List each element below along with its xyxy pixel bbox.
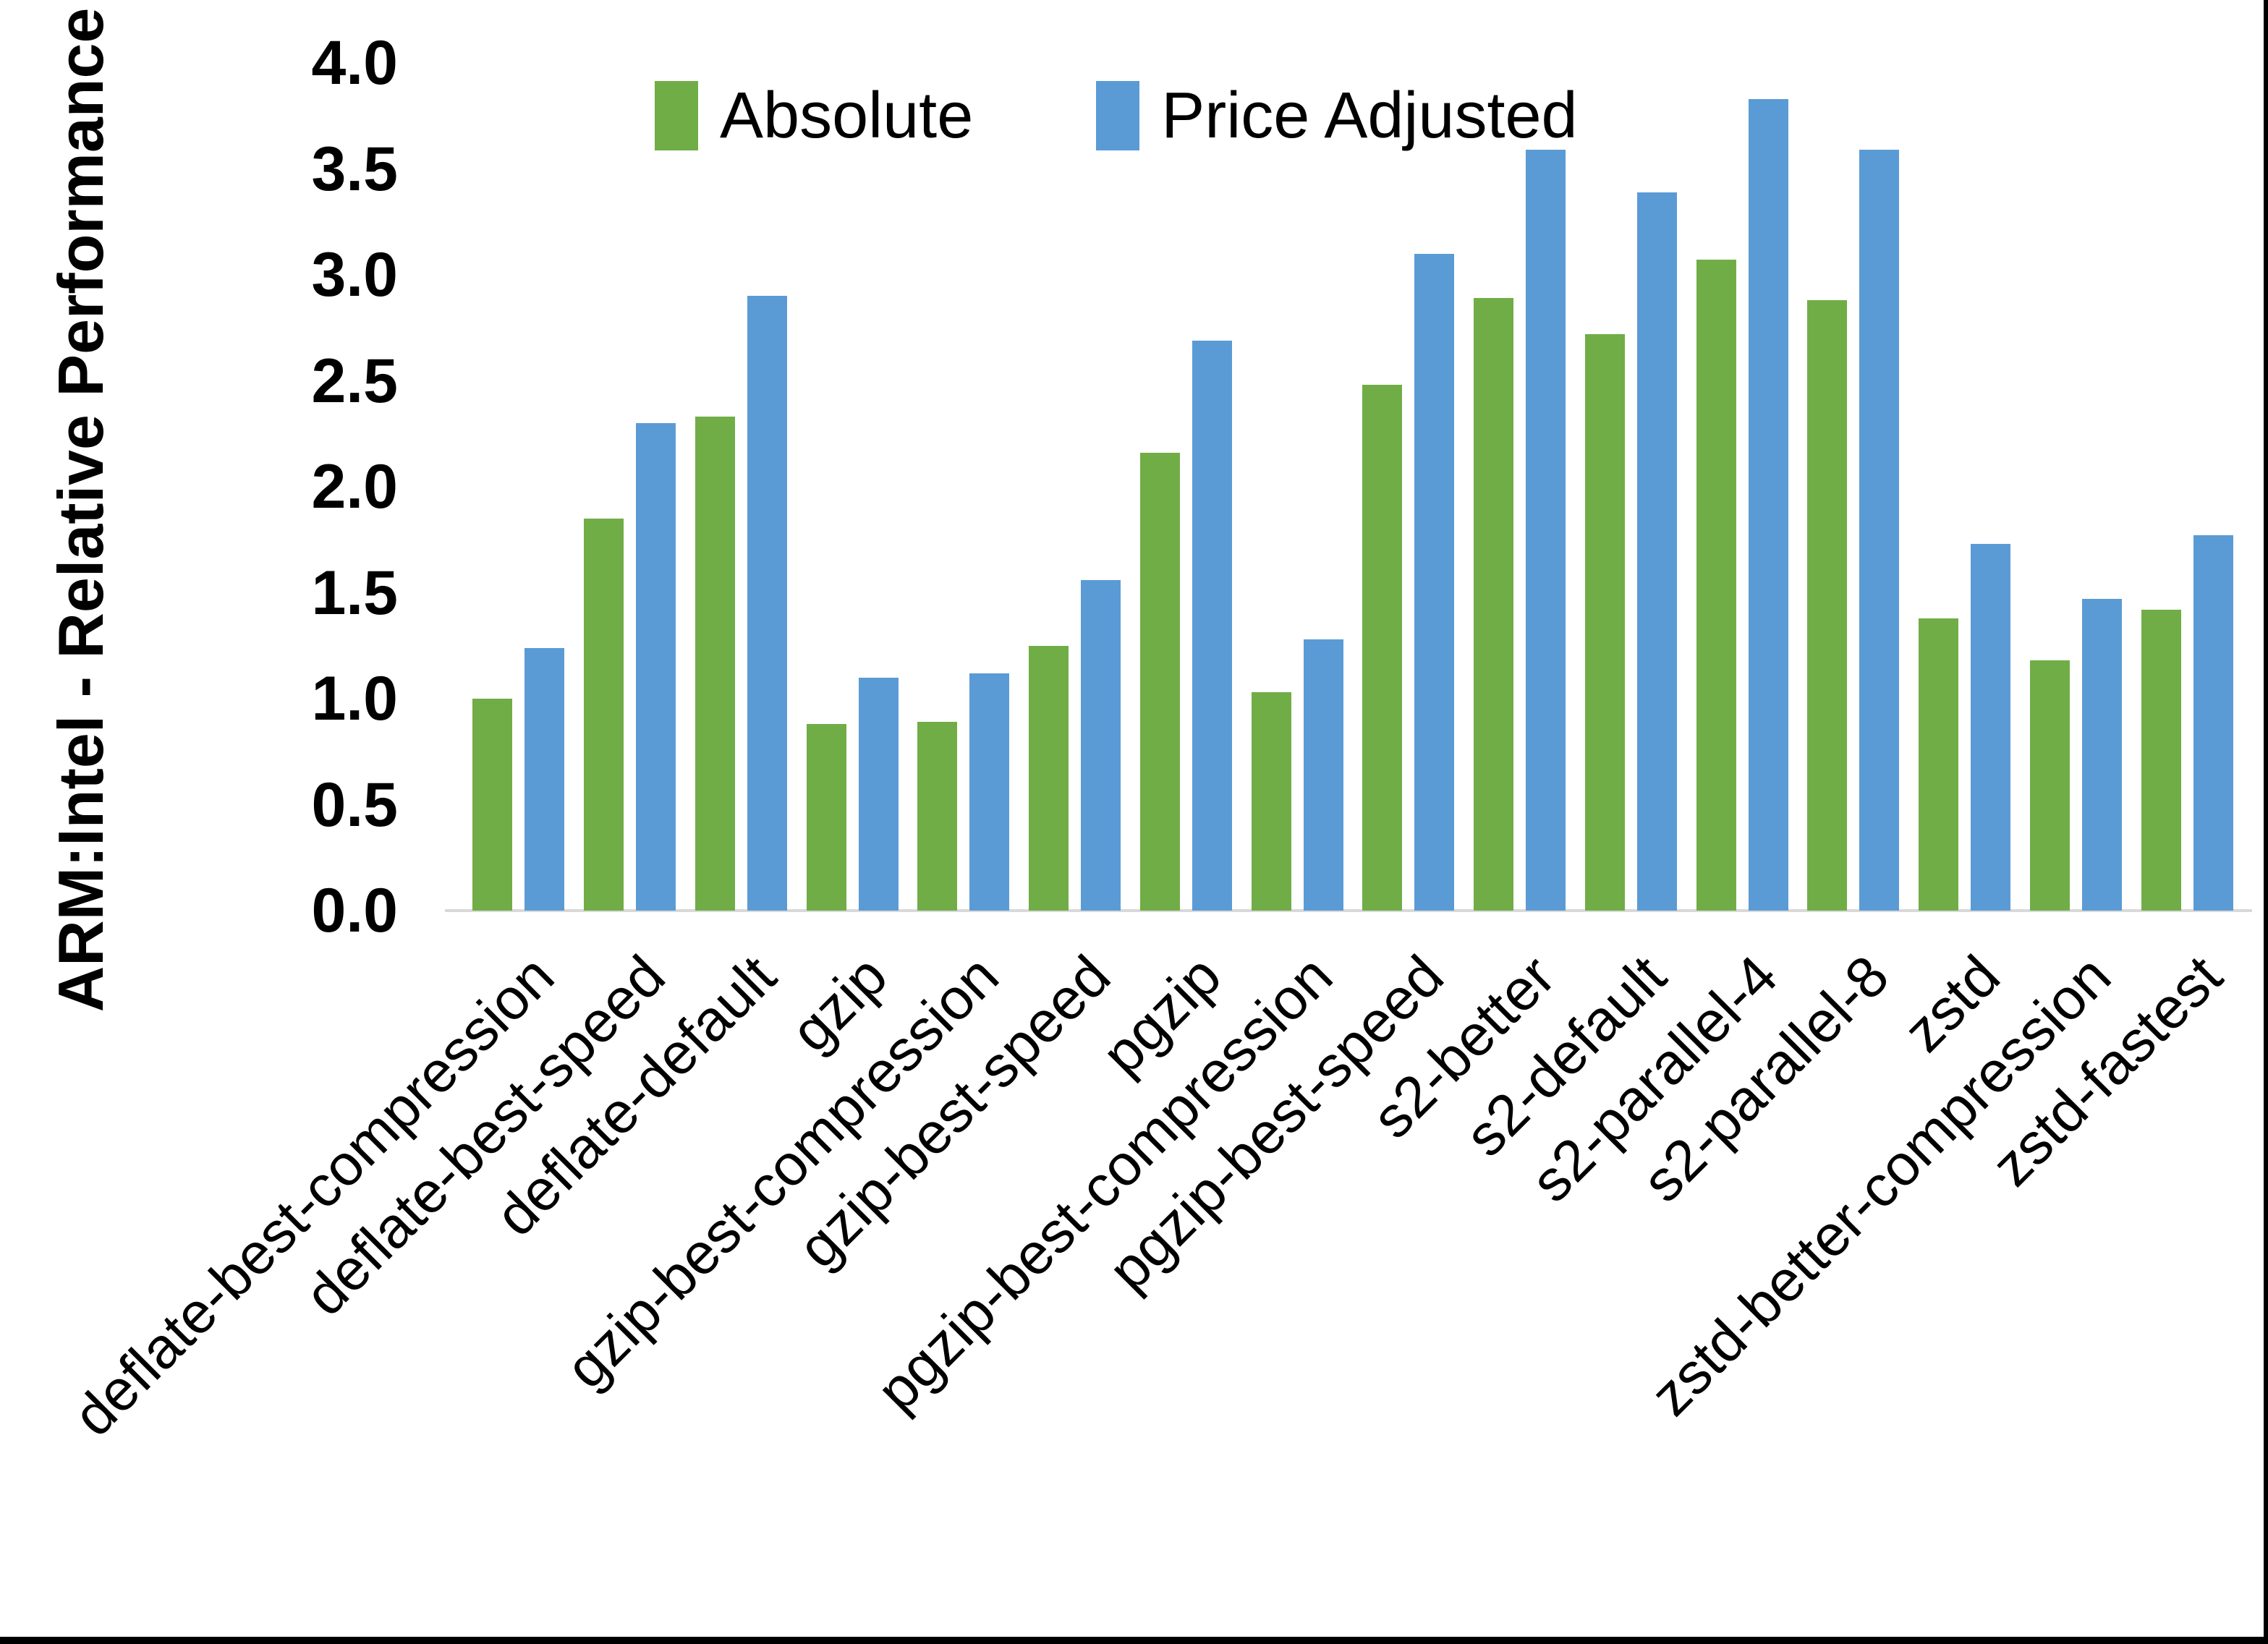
bar-absolute xyxy=(2030,660,2070,911)
bar-price-adjusted xyxy=(1971,544,2010,911)
bar-price-adjusted xyxy=(859,678,899,911)
bar-price-adjusted xyxy=(2082,599,2122,911)
bar-absolute xyxy=(1585,334,1625,911)
y-tick-label: 2.5 xyxy=(311,346,398,416)
bar-absolute xyxy=(1252,692,1291,911)
legend-label-price-adjusted: Price Adjusted xyxy=(1161,80,1578,152)
bar-price-adjusted xyxy=(524,648,564,911)
bar-absolute xyxy=(1919,618,1958,911)
bar-price-adjusted xyxy=(636,423,676,911)
y-tick-label: 0.0 xyxy=(311,876,398,945)
y-tick-label: 2.0 xyxy=(311,452,398,521)
y-tick-label: 1.5 xyxy=(311,558,398,628)
bar-absolute xyxy=(917,722,957,911)
bar-price-adjusted xyxy=(1526,150,1566,911)
bar-price-adjusted xyxy=(1859,150,1899,911)
bar-price-adjusted xyxy=(1192,341,1232,911)
bar-absolute xyxy=(2141,610,2181,911)
legend: Absolute Price Adjusted xyxy=(655,81,1578,150)
bar-price-adjusted xyxy=(747,296,787,911)
y-tick-label: 4.0 xyxy=(311,28,398,98)
bar-price-adjusted xyxy=(1749,99,1788,911)
bar-absolute xyxy=(472,699,512,911)
legend-label-absolute: Absolute xyxy=(720,80,974,152)
bar-absolute xyxy=(584,519,624,911)
y-tick-label: 3.0 xyxy=(311,240,398,310)
legend-swatch-price-adjusted xyxy=(1096,81,1140,150)
legend-swatch-absolute xyxy=(655,81,698,150)
bar-absolute xyxy=(1474,298,1513,911)
bar-absolute xyxy=(807,724,846,911)
x-axis-line xyxy=(445,909,2252,912)
bar-price-adjusted xyxy=(1637,192,1677,911)
bar-absolute xyxy=(1362,385,1402,911)
bar-absolute xyxy=(1140,453,1180,911)
bar-price-adjusted xyxy=(2193,535,2233,911)
bar-absolute xyxy=(1696,260,1736,911)
bar-price-adjusted xyxy=(1414,254,1454,911)
bar-absolute xyxy=(695,417,735,911)
bar-price-adjusted xyxy=(1081,580,1121,911)
legend-item-absolute: Absolute xyxy=(655,81,973,150)
y-tick-label: 3.5 xyxy=(311,134,398,204)
bar-price-adjusted xyxy=(969,673,1009,911)
legend-item-price-adjusted: Price Adjusted xyxy=(1096,80,1578,152)
y-tick-label: 0.5 xyxy=(311,770,398,840)
y-tick-label: 1.0 xyxy=(311,664,398,733)
bar-absolute xyxy=(1807,300,1847,911)
bar-price-adjusted xyxy=(1304,639,1343,911)
bar-absolute xyxy=(1029,646,1069,911)
